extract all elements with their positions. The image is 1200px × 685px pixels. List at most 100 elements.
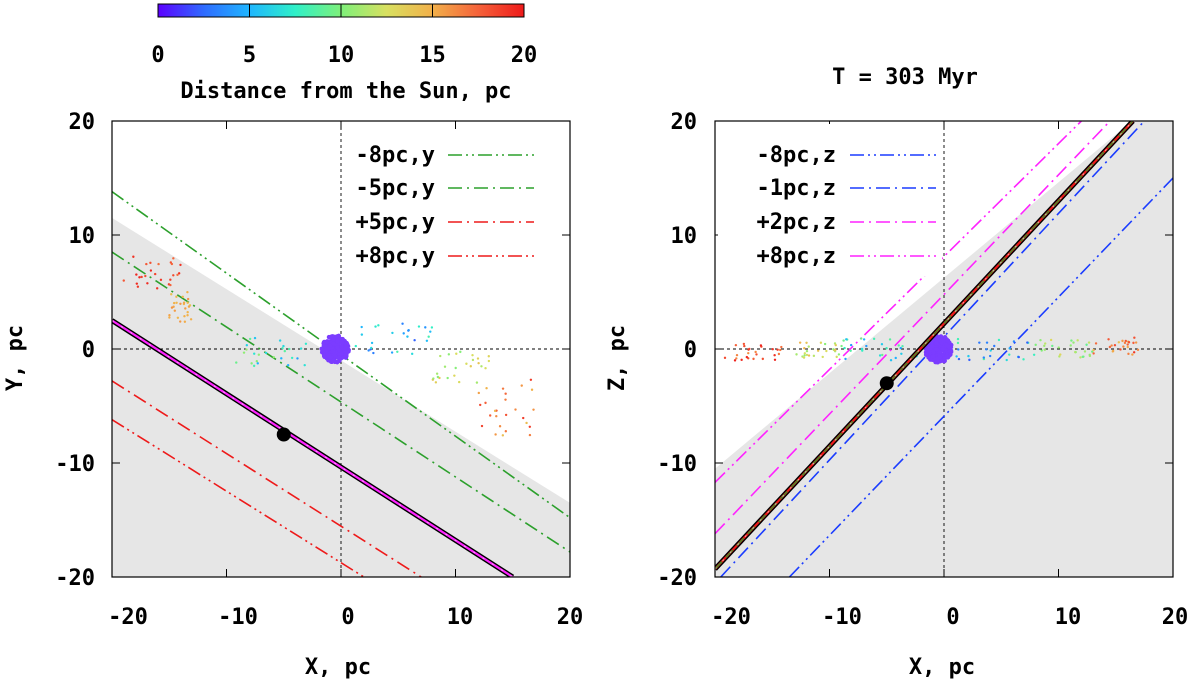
left-axis-ticks: [111, 120, 571, 578]
star-point: [748, 347, 751, 351]
star-point: [1049, 338, 1053, 342]
star-point: [245, 348, 248, 351]
star-point: [956, 341, 960, 345]
star-point: [186, 314, 189, 317]
star-point: [1044, 342, 1047, 345]
star-point: [181, 295, 184, 298]
star-point: [453, 374, 456, 377]
sun-cluster-point: [947, 344, 952, 350]
star-point: [424, 326, 427, 329]
star-point: [360, 333, 364, 336]
star-point: [170, 293, 173, 296]
star-point: [802, 356, 806, 359]
star-point: [771, 347, 774, 351]
star-point: [447, 353, 451, 356]
x-tick-label: -10: [822, 605, 862, 630]
star-point: [978, 341, 981, 344]
star-point: [968, 358, 971, 362]
star-point: [471, 358, 475, 362]
star-point: [455, 352, 458, 355]
star-point: [157, 262, 160, 266]
star-point: [780, 345, 783, 349]
star-point: [840, 344, 843, 348]
right-panel: -20 -10 0 10 20 20 10 0 -10 -20 X, pc Z,…: [605, 110, 1188, 680]
star-point: [281, 347, 284, 350]
star-point: [528, 425, 532, 428]
sun-cluster-point: [324, 347, 329, 353]
star-point: [1081, 355, 1084, 359]
star-point: [432, 377, 435, 380]
star-point: [795, 353, 798, 356]
series-line: [112, 380, 422, 577]
star-point: [480, 424, 484, 428]
star-point: [759, 344, 763, 347]
star-point: [149, 261, 152, 265]
star-point: [484, 401, 487, 405]
sun-cluster-point: [942, 358, 947, 364]
star-point: [821, 355, 824, 359]
star-point: [745, 355, 749, 359]
left-legend: -8pc,y -5pc,y +5pc,y +8pc,y: [356, 143, 534, 269]
colorbar: 0 5 10 15 20 Distance from the Sun, pc: [151, 3, 537, 104]
star-point: [897, 344, 900, 347]
star-point: [956, 337, 960, 341]
star-point: [477, 391, 481, 395]
star-point: [183, 315, 186, 318]
star-point: [1012, 340, 1016, 343]
y-tick-label: 20: [69, 110, 96, 135]
star-point: [144, 274, 147, 278]
sun-cluster-point: [929, 343, 935, 349]
star-point: [1043, 348, 1047, 351]
x-tick-label: 20: [557, 605, 584, 630]
y-tick-label: 10: [671, 224, 698, 249]
series-line: [112, 419, 365, 577]
star-point: [985, 348, 988, 351]
star-point: [494, 433, 497, 436]
y-tick-label: 10: [69, 224, 96, 249]
sun-cluster-point: [331, 349, 336, 354]
star-point: [168, 316, 171, 319]
star-point: [501, 434, 505, 437]
star-point: [1074, 350, 1077, 354]
y-tick-label: -20: [55, 566, 95, 591]
star-point: [1057, 346, 1060, 349]
star-point: [1058, 355, 1061, 358]
star-point: [256, 362, 259, 365]
x-tick-label: 0: [341, 605, 354, 630]
star-point: [773, 353, 776, 357]
star-point: [1132, 341, 1135, 345]
star-point: [1113, 344, 1117, 347]
colorbar-tick-label: 0: [151, 43, 164, 68]
sun-cluster-point: [937, 359, 943, 364]
star-point: [1032, 353, 1036, 356]
star-point: [755, 353, 758, 356]
star-point: [803, 347, 806, 350]
star-point: [479, 403, 482, 407]
star-point: [132, 255, 135, 258]
star-point: [138, 276, 141, 279]
star-point: [957, 357, 961, 361]
star-point: [425, 339, 429, 342]
sun-cluster-point: [331, 341, 336, 346]
colorbar-tick-label: 5: [243, 43, 256, 68]
legend-label: -8pc,z: [757, 143, 836, 168]
sun-cluster-point: [941, 346, 946, 352]
star-point: [881, 353, 884, 357]
star-point: [454, 366, 457, 370]
star-point: [406, 335, 409, 338]
star-point: [1085, 343, 1088, 346]
sun-cluster-point: [327, 335, 333, 340]
legend-label: -8pc,y: [356, 143, 435, 168]
star-point: [187, 305, 191, 308]
star-point: [176, 273, 179, 277]
star-point: [845, 338, 848, 341]
star-point: [1126, 343, 1129, 346]
star-point: [865, 344, 868, 348]
colorbar-tick-labels: 0 5 10 15 20: [151, 43, 537, 68]
star-point: [982, 356, 986, 359]
star-point: [823, 342, 827, 346]
star-point: [997, 338, 1001, 342]
sun-cluster-point: [343, 349, 348, 355]
left-x-axis-label: X, pc: [305, 655, 371, 680]
star-point: [172, 301, 176, 305]
